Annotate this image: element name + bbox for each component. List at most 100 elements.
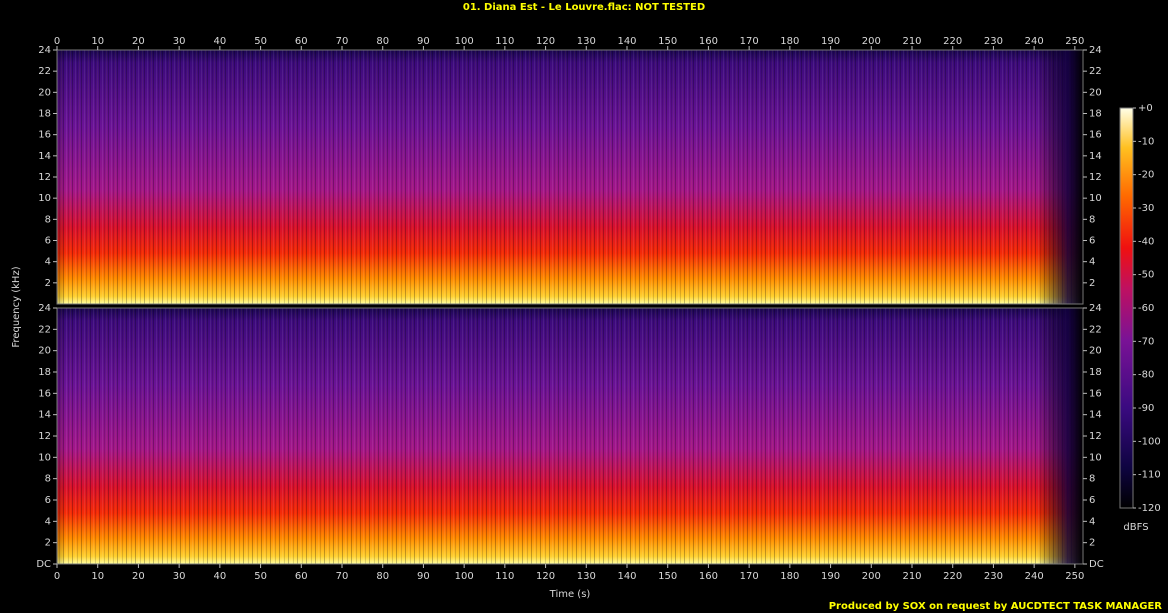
x-tick-label: 150 [658, 36, 677, 47]
y-tick-label: 18 [38, 109, 51, 120]
x-tick-label: 50 [254, 36, 267, 47]
y-tick-label: 16 [1089, 130, 1102, 141]
y-tick-label: 4 [1089, 516, 1095, 527]
y-tick-label: 16 [1089, 388, 1102, 399]
y-tick-label: 18 [1089, 109, 1102, 120]
y-tick-label: 12 [1089, 431, 1102, 442]
y-tick-label: 12 [38, 431, 51, 442]
y-tick-label: 14 [1089, 410, 1102, 421]
x-tick-label: 150 [658, 571, 677, 582]
y-tick-label: 14 [1089, 151, 1102, 162]
y-tick-label: 10 [1089, 193, 1102, 204]
x-tick-label: 0 [54, 571, 60, 582]
x-tick-label: 180 [780, 571, 799, 582]
x-tick-label: 250 [1065, 36, 1084, 47]
y-tick-label: 18 [38, 367, 51, 378]
x-tick-label: 30 [173, 571, 186, 582]
x-tick-label: 220 [943, 36, 962, 47]
x-tick-label: 10 [91, 36, 104, 47]
x-tick-label: 40 [213, 571, 226, 582]
x-tick-label: 110 [495, 571, 514, 582]
y-tick-label: 18 [1089, 367, 1102, 378]
colorbar-tick-label: -20 [1138, 170, 1154, 181]
y-tick-label: DC [1089, 559, 1104, 570]
colorbar-tick-label: -80 [1138, 370, 1154, 381]
colorbar-tick-label: -110 [1138, 470, 1161, 481]
colorbar-tick-label: -40 [1138, 236, 1154, 247]
y-tick-label: 24 [1089, 303, 1102, 314]
colorbar-tick-label: -90 [1138, 403, 1154, 414]
x-tick-label: 60 [295, 36, 308, 47]
x-tick-label: 130 [577, 571, 596, 582]
y-tick-label: 20 [1089, 87, 1102, 98]
x-tick-label: 160 [699, 571, 718, 582]
x-tick-label: 40 [213, 36, 226, 47]
spectrogram-fade [57, 50, 1083, 304]
x-axis-label: Time (s) [549, 589, 591, 600]
spectrogram-fade [57, 308, 1083, 564]
colorbar [1119, 107, 1134, 509]
y-tick-label: 4 [1089, 257, 1095, 268]
y-tick-label: 20 [1089, 346, 1102, 357]
colorbar-tick-label: -30 [1138, 203, 1154, 214]
x-tick-label: 50 [254, 571, 267, 582]
x-tick-label: 0 [54, 36, 60, 47]
x-tick-label: 90 [417, 571, 430, 582]
y-tick-label: 8 [45, 474, 51, 485]
x-tick-label: 90 [417, 36, 430, 47]
y-tick-label: 12 [38, 172, 51, 183]
x-tick-label: 110 [495, 36, 514, 47]
y-tick-label: 14 [38, 410, 51, 421]
y-tick-label: 8 [1089, 474, 1095, 485]
y-tick-label: 20 [38, 346, 51, 357]
x-tick-label: 80 [376, 36, 389, 47]
y-tick-label: 4 [45, 516, 51, 527]
y-tick-label: 2 [1089, 278, 1095, 289]
x-tick-label: 250 [1065, 571, 1084, 582]
x-tick-label: 230 [984, 571, 1003, 582]
y-tick-label: 22 [38, 324, 51, 335]
x-tick-label: 220 [943, 571, 962, 582]
x-tick-label: 60 [295, 571, 308, 582]
chart-title: 01. Diana Est - Le Louvre.flac: NOT TEST… [463, 2, 705, 13]
y-tick-label: 6 [1089, 236, 1095, 247]
x-tick-label: 140 [617, 571, 636, 582]
y-tick-label: 22 [1089, 66, 1102, 77]
y-tick-label: 16 [38, 388, 51, 399]
colorbar-tick-label: -100 [1138, 436, 1161, 447]
x-tick-label: 190 [821, 571, 840, 582]
x-tick-label: 70 [336, 571, 349, 582]
y-tick-label: 12 [1089, 172, 1102, 183]
x-tick-label: 210 [902, 36, 921, 47]
x-tick-label: 240 [1025, 36, 1044, 47]
y-tick-label: 10 [1089, 452, 1102, 463]
y-tick-label: 10 [38, 452, 51, 463]
x-tick-label: 210 [902, 571, 921, 582]
x-tick-label: 10 [91, 571, 104, 582]
y-tick-label: 22 [38, 66, 51, 77]
y-tick-label: 20 [38, 87, 51, 98]
colorbar-tick-label: -10 [1138, 136, 1154, 147]
credit: Produced by SOX on request by AUCDTECT T… [829, 601, 1163, 612]
x-tick-label: 100 [455, 571, 474, 582]
colorbar-tick-label: -50 [1138, 270, 1154, 281]
y-tick-label: 6 [45, 236, 51, 247]
y-tick-label: 10 [38, 193, 51, 204]
colorbar-tick-label: -60 [1138, 303, 1154, 314]
y-tick-label: 14 [38, 151, 51, 162]
y-tick-label: 24 [1089, 45, 1102, 56]
x-tick-label: 200 [862, 36, 881, 47]
x-tick-label: 70 [336, 36, 349, 47]
y-tick-label: 2 [45, 538, 51, 549]
y-tick-label: DC [36, 559, 51, 570]
y-tick-label: 4 [45, 257, 51, 268]
y-tick-label: 16 [38, 130, 51, 141]
x-tick-label: 190 [821, 36, 840, 47]
x-tick-label: 130 [577, 36, 596, 47]
y-tick-label: 6 [45, 495, 51, 506]
colorbar-tick-label: -120 [1138, 503, 1161, 514]
y-tick-label: 22 [1089, 324, 1102, 335]
x-tick-label: 160 [699, 36, 718, 47]
